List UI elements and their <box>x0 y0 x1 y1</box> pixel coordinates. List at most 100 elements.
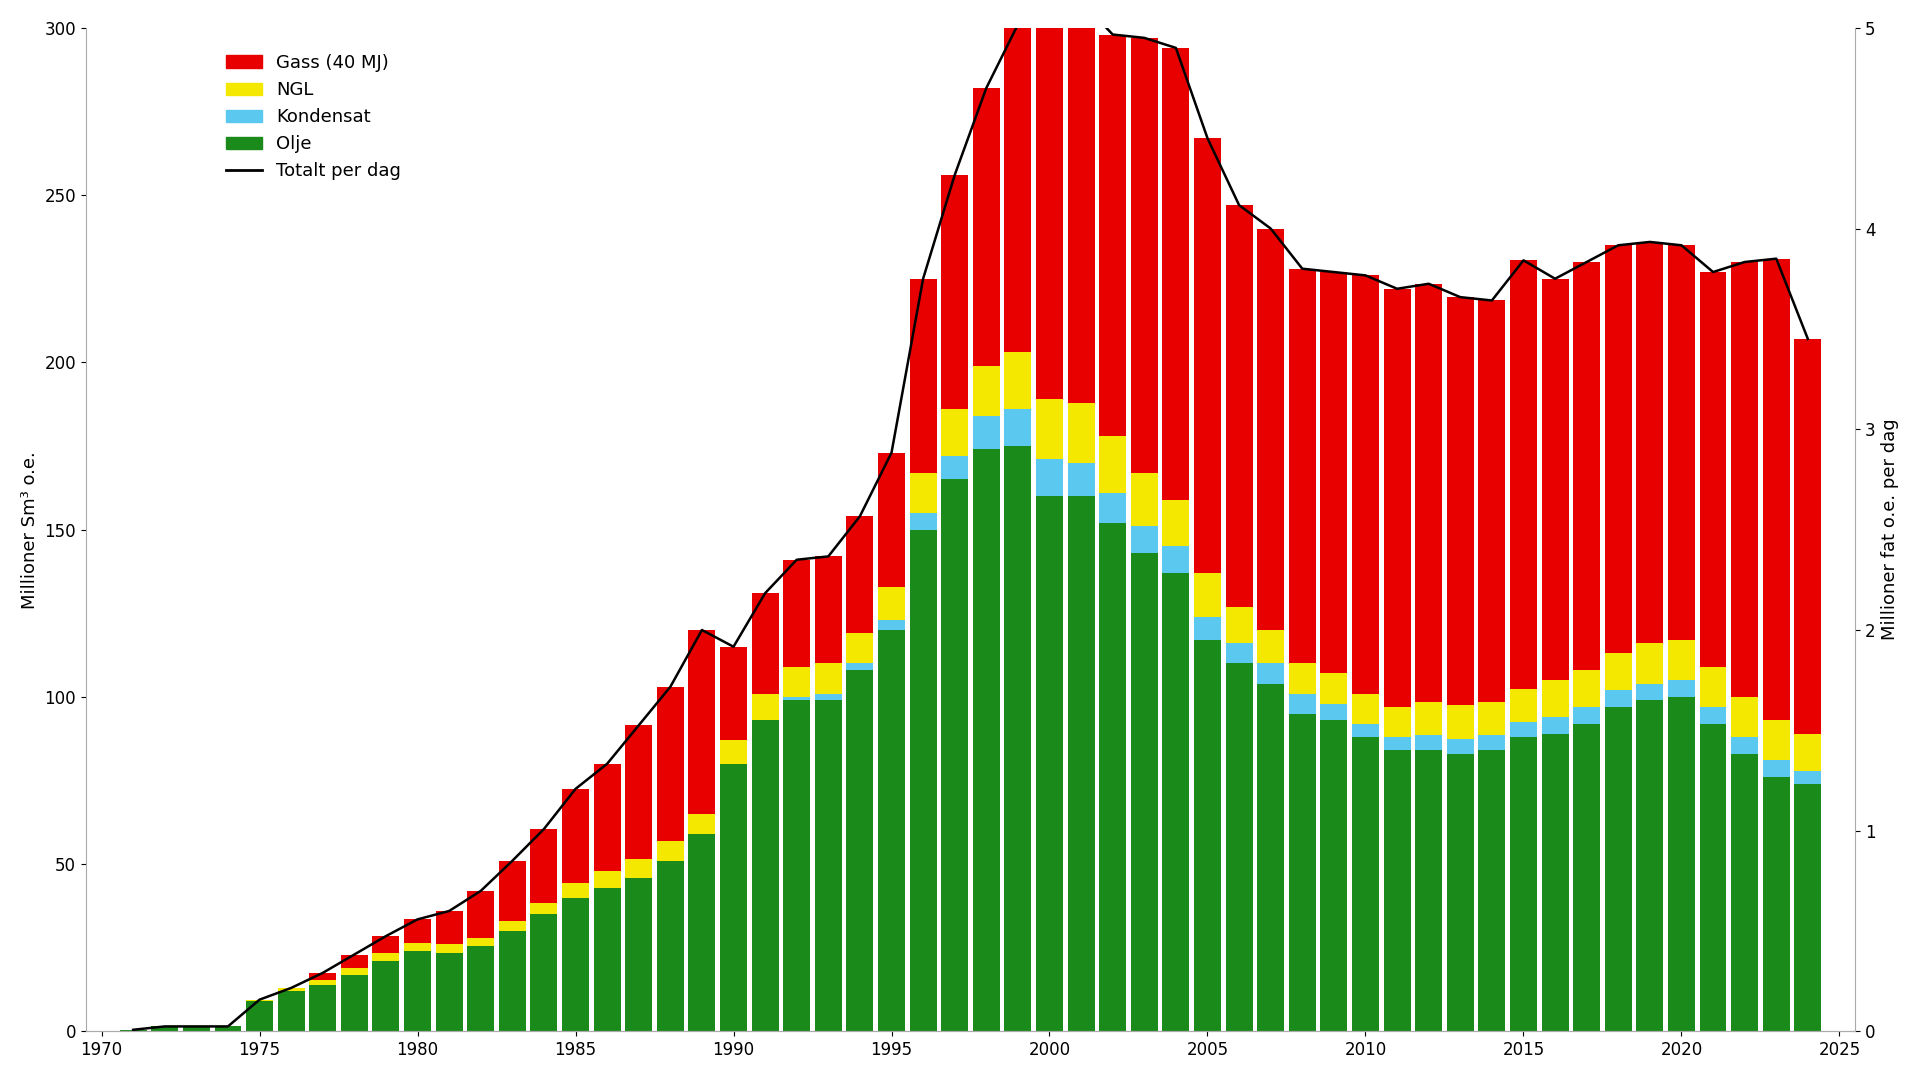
Bar <box>1037 496 1064 1031</box>
Bar <box>1668 640 1695 680</box>
Bar <box>436 945 463 953</box>
Bar <box>657 840 684 861</box>
Bar <box>1448 297 1475 705</box>
Bar <box>1258 663 1284 684</box>
Bar <box>814 693 841 700</box>
Bar <box>1415 751 1442 1031</box>
Bar <box>1194 617 1221 640</box>
Legend: Gass (40 MJ), NGL, Kondensat, Olje, Totalt per dag: Gass (40 MJ), NGL, Kondensat, Olje, Tota… <box>219 46 409 188</box>
Bar <box>751 593 778 693</box>
Bar <box>246 1000 273 1001</box>
Bar <box>1352 275 1379 693</box>
Bar <box>1037 400 1064 459</box>
Bar <box>182 1026 209 1031</box>
Bar <box>215 1026 242 1031</box>
Bar <box>1288 269 1315 663</box>
Bar <box>1162 500 1188 546</box>
Bar <box>1100 35 1127 436</box>
Bar <box>1542 279 1569 680</box>
Bar <box>499 931 526 1031</box>
Bar <box>1605 707 1632 1031</box>
Bar <box>1100 436 1127 492</box>
Bar <box>1668 697 1695 1031</box>
Bar <box>1509 689 1536 723</box>
Bar <box>1699 272 1726 666</box>
Bar <box>847 633 874 663</box>
Bar <box>593 764 620 870</box>
Bar <box>1795 770 1822 784</box>
Bar <box>467 937 493 946</box>
Bar <box>1448 739 1475 754</box>
Bar <box>1384 737 1411 751</box>
Bar <box>1732 697 1759 737</box>
Bar <box>1037 459 1064 496</box>
Bar <box>436 912 463 945</box>
Bar <box>783 559 810 666</box>
Bar <box>1037 0 1064 400</box>
Bar <box>1478 735 1505 751</box>
Bar <box>1225 607 1252 644</box>
Bar <box>626 726 653 860</box>
Bar <box>278 988 305 991</box>
Bar <box>467 946 493 1031</box>
Bar <box>1509 260 1536 689</box>
Bar <box>626 878 653 1031</box>
Bar <box>1636 700 1663 1031</box>
Bar <box>877 586 904 620</box>
Bar <box>1448 754 1475 1031</box>
Bar <box>847 671 874 1031</box>
Bar <box>1763 720 1789 760</box>
Bar <box>342 968 369 974</box>
Bar <box>1384 707 1411 737</box>
Bar <box>657 687 684 840</box>
Bar <box>814 663 841 693</box>
Bar <box>877 453 904 586</box>
Bar <box>1668 680 1695 697</box>
Bar <box>403 943 430 951</box>
Bar <box>1004 352 1031 409</box>
Bar <box>783 697 810 700</box>
Bar <box>1699 724 1726 1031</box>
Bar <box>910 279 937 473</box>
Bar <box>1131 473 1158 526</box>
Bar <box>1509 737 1536 1031</box>
Bar <box>720 741 747 764</box>
Bar <box>342 974 369 1031</box>
Bar <box>372 961 399 1031</box>
Bar <box>593 870 620 888</box>
Bar <box>1321 720 1348 1031</box>
Bar <box>1636 242 1663 644</box>
Bar <box>1288 714 1315 1031</box>
Bar <box>1478 300 1505 702</box>
Bar <box>1636 684 1663 700</box>
Bar <box>1478 751 1505 1031</box>
Bar <box>1763 259 1789 720</box>
Bar <box>1321 703 1348 720</box>
Bar <box>910 529 937 1031</box>
Bar <box>814 556 841 663</box>
Bar <box>973 89 1000 366</box>
Bar <box>1509 723 1536 737</box>
Bar <box>1131 553 1158 1031</box>
Bar <box>1225 663 1252 1031</box>
Bar <box>1415 735 1442 751</box>
Bar <box>152 1026 179 1031</box>
Bar <box>403 951 430 1031</box>
Y-axis label: Millioner fat o.e. per dag: Millioner fat o.e. per dag <box>1882 419 1899 640</box>
Bar <box>1636 644 1663 684</box>
Bar <box>720 647 747 741</box>
Bar <box>1415 284 1442 702</box>
Bar <box>403 919 430 943</box>
Bar <box>1194 138 1221 573</box>
Bar <box>1194 640 1221 1031</box>
Bar <box>1004 409 1031 446</box>
Bar <box>1542 717 1569 733</box>
Bar <box>1795 339 1822 733</box>
Bar <box>119 1029 146 1031</box>
Bar <box>1605 690 1632 707</box>
Bar <box>499 921 526 931</box>
Bar <box>1004 446 1031 1031</box>
Bar <box>1162 48 1188 500</box>
Bar <box>1478 702 1505 735</box>
Bar <box>372 936 399 953</box>
